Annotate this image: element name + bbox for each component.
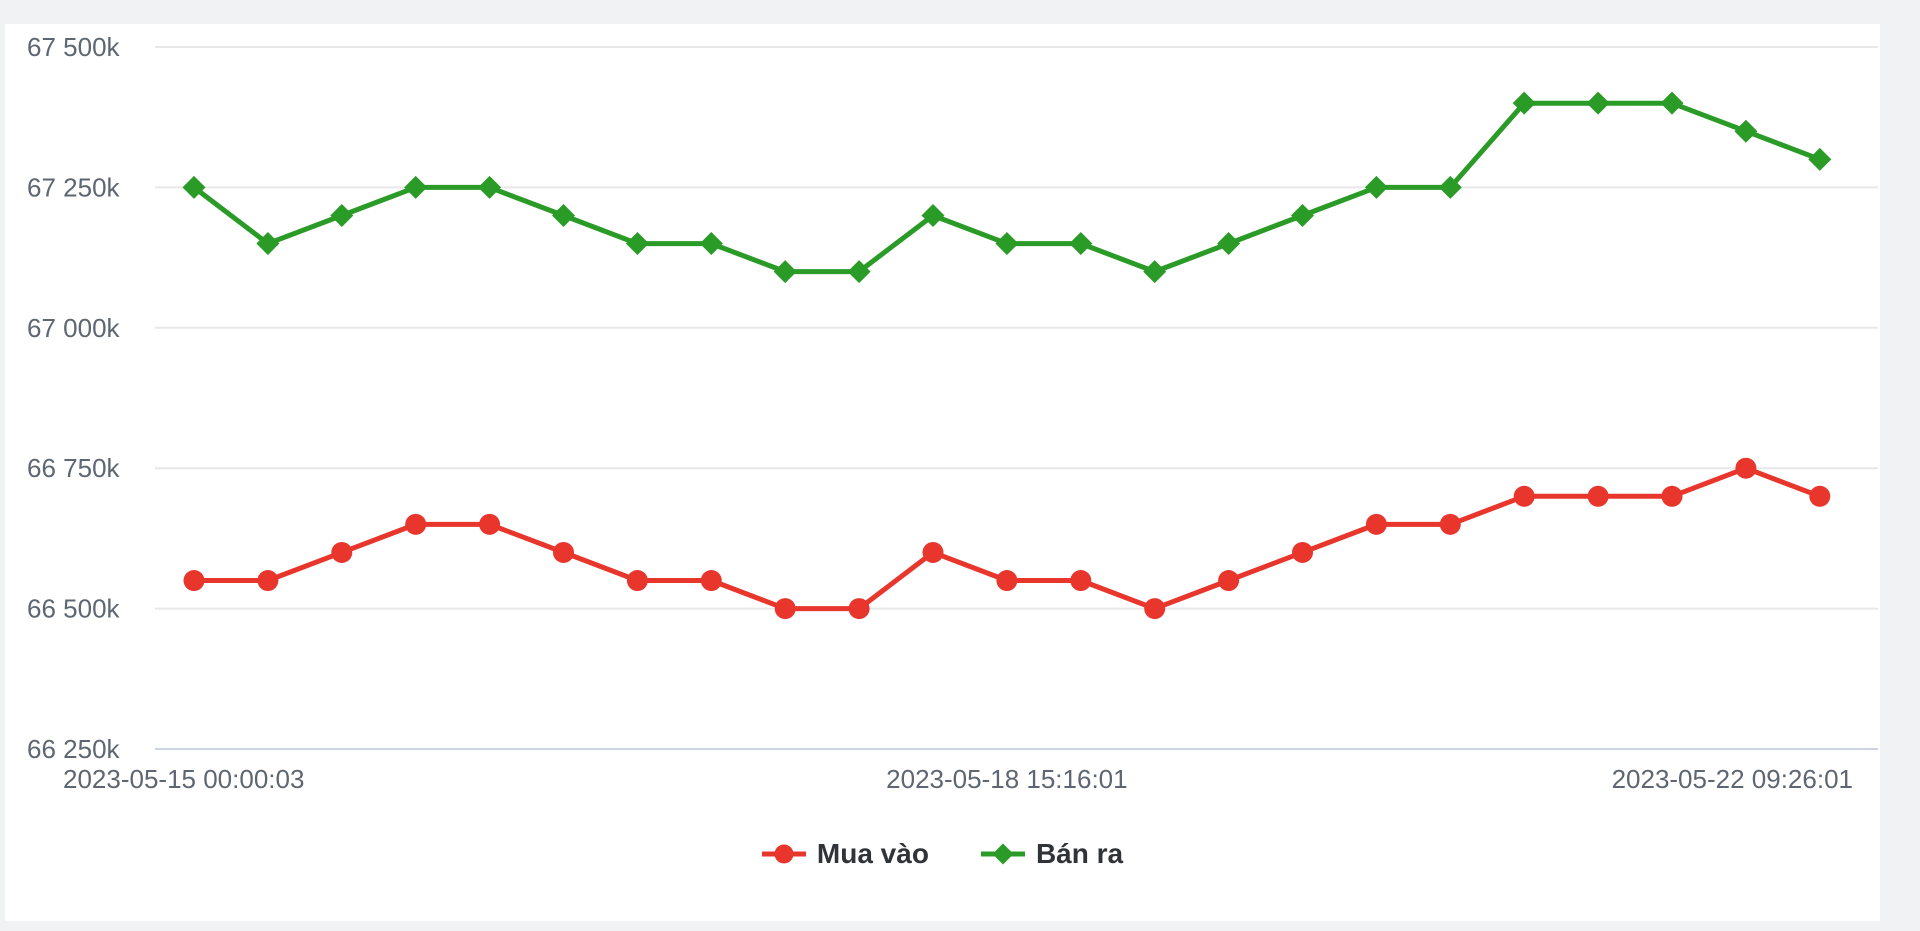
series-1-data-point-marker[interactable]: [995, 232, 1019, 256]
x-axis-tick-label: 2023-05-22 09:26:01: [1612, 764, 1853, 794]
green-diamond-series-marker: [980, 843, 1025, 865]
series-0-data-point-marker[interactable]: [848, 598, 870, 620]
series-0-data-point-marker[interactable]: [626, 570, 648, 592]
series-0-data-point-marker[interactable]: [1144, 598, 1166, 620]
series-1-data-point-marker[interactable]: [1808, 147, 1832, 171]
series-1-data-point-marker[interactable]: [1438, 175, 1462, 199]
series-0-data-point-marker[interactable]: [331, 541, 353, 563]
series-1-data-point-marker[interactable]: [1217, 232, 1241, 256]
series-0-data-point-marker[interactable]: [1070, 570, 1092, 592]
series-1-data-point-marker[interactable]: [1586, 91, 1610, 115]
series-0-data-point-marker[interactable]: [774, 598, 796, 620]
series-1-data-point-marker[interactable]: [1512, 91, 1536, 115]
series-1-data-point-marker[interactable]: [1143, 260, 1167, 284]
series-0-data-point-marker[interactable]: [1292, 541, 1313, 563]
series-0-data-point-marker[interactable]: [1735, 457, 1757, 479]
red-circle-series-marker: [761, 844, 806, 864]
series-0-data-point-marker[interactable]: [1587, 485, 1609, 507]
series-1-data-point-marker[interactable]: [182, 175, 206, 199]
series-0-data-point-marker[interactable]: [479, 513, 501, 535]
x-axis-tick-label: 2023-05-15 00:00:03: [63, 764, 304, 794]
chart-legend: Mua vào Bán ra: [5, 834, 1880, 874]
series-0-data-point-marker[interactable]: [922, 541, 944, 563]
y-axis-tick-label: 67 000k: [27, 313, 121, 343]
y-axis-tick-label: 67 500k: [27, 32, 121, 62]
series-0-data-point-marker[interactable]: [1513, 485, 1535, 507]
series-0-data-point-marker[interactable]: [1661, 485, 1683, 507]
price-line-chart: 67 500k 67 250k 67 000k 66 750k 66 500k 66 25…: [27, 32, 1878, 794]
series-1-data-point-marker[interactable]: [847, 260, 871, 284]
series-1-data-point-marker[interactable]: [478, 175, 502, 199]
series-1-data-point-marker[interactable]: [1660, 91, 1684, 115]
series-1-data-point-marker[interactable]: [921, 203, 945, 227]
series-1-data-point-marker[interactable]: [1734, 119, 1758, 143]
chart-card: 67 500k 67 250k 67 000k 66 750k 66 500k 66 25…: [5, 24, 1880, 921]
series-1-data-point-marker[interactable]: [1069, 232, 1093, 256]
series-1-data-point-marker[interactable]: [699, 232, 723, 256]
series-1-data-point-marker[interactable]: [773, 260, 797, 284]
series-0-data-point-marker[interactable]: [1365, 513, 1387, 535]
series-1-data-point-marker[interactable]: [1291, 203, 1314, 227]
series-1-data-point-marker[interactable]: [552, 203, 575, 227]
legend-circle-marker: [774, 844, 794, 864]
legend-item-mua-vao[interactable]: Mua vào: [761, 838, 929, 870]
legend-diamond-marker: [992, 843, 1014, 865]
legend-label-mua-vao: Mua vào: [816, 838, 929, 869]
series-0-data-point-marker[interactable]: [183, 570, 205, 592]
series-0-data-point-marker[interactable]: [405, 513, 427, 535]
series-1-data-point-marker[interactable]: [1364, 175, 1388, 199]
series-1-data-point-marker[interactable]: [404, 175, 428, 199]
x-axis-tick-label: 2023-05-18 15:16:01: [886, 764, 1127, 794]
series-0-data-point-marker[interactable]: [553, 541, 574, 563]
series-1-data-point-marker[interactable]: [625, 232, 649, 256]
series-1-data-point-marker[interactable]: [330, 203, 354, 227]
y-axis-tick-label: 66 500k: [27, 594, 121, 624]
series-0-data-point-marker[interactable]: [257, 570, 279, 592]
series-0-data-point-marker[interactable]: [1809, 485, 1831, 507]
legend-label-ban-ra: Bán ra: [1035, 838, 1124, 869]
series-0-data-point-marker[interactable]: [700, 570, 722, 592]
series-0-data-point-marker[interactable]: [1218, 570, 1240, 592]
y-axis-tick-label: 67 250k: [27, 172, 121, 202]
series-1-data-point-marker[interactable]: [256, 232, 280, 256]
y-axis-tick-label: 66 750k: [27, 453, 121, 483]
series-0-data-point-marker[interactable]: [1439, 513, 1461, 535]
y-axis-tick-label: 66 250k: [27, 734, 121, 764]
series-0-data-point-marker[interactable]: [996, 570, 1018, 592]
legend-item-ban-ra[interactable]: Bán ra: [980, 838, 1124, 870]
